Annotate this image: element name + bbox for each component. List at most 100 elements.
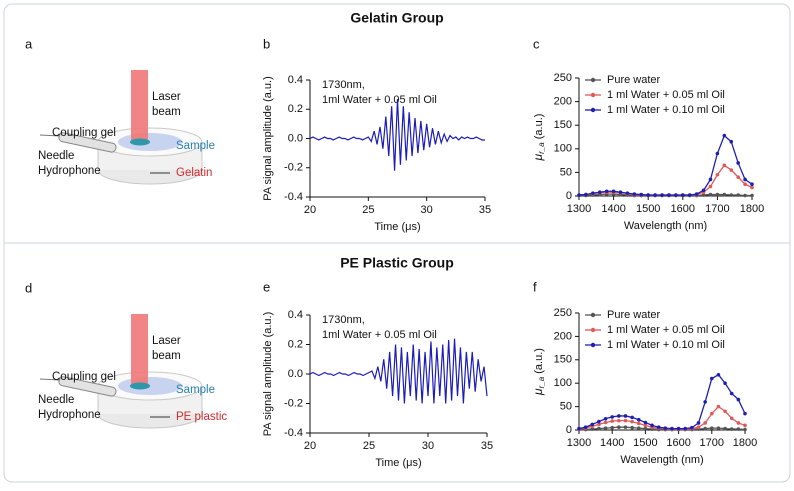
marker — [663, 426, 668, 430]
x-tick-label: 1500 — [636, 203, 660, 215]
x-axis-label: Wavelength (nm) — [620, 454, 703, 466]
diagram-label: Laser — [152, 91, 181, 103]
marker — [722, 192, 727, 197]
marker — [660, 193, 664, 197]
marker — [630, 415, 634, 420]
y-axis-label: μr_a (a.u.) — [531, 114, 546, 162]
marker — [729, 391, 734, 396]
x-tick-label: 20 — [304, 204, 316, 216]
y-tick-label: 250 — [554, 72, 572, 84]
marker — [636, 426, 641, 430]
marker — [656, 425, 661, 429]
marker — [703, 426, 707, 431]
marker — [750, 193, 754, 198]
legend-label: Pure water — [607, 74, 661, 86]
marker — [597, 426, 601, 431]
laser-beam — [131, 70, 148, 142]
x-tick-label: 1800 — [733, 437, 757, 449]
y-tick-label: 250 — [554, 307, 572, 319]
diagram-label: Hydrophone — [38, 409, 101, 421]
marker — [610, 415, 614, 419]
annotation: 1730nm, — [322, 79, 365, 91]
y-tick-label: 0.0 — [288, 132, 303, 144]
marker — [729, 193, 734, 197]
marker — [636, 417, 641, 422]
marker — [643, 420, 648, 425]
marker — [617, 418, 621, 423]
y-tick-label: 200 — [554, 96, 572, 108]
marker — [723, 426, 727, 431]
marker — [715, 192, 720, 197]
x-tick-label: 25 — [362, 204, 374, 216]
y-axis-label: PA signal amplitude (a.u.) — [262, 312, 274, 437]
marker — [750, 182, 754, 186]
marker — [736, 193, 740, 197]
panel-label: e — [263, 279, 270, 294]
diagram-label: Sample — [176, 140, 215, 152]
group-title: PE Plastic Group — [340, 255, 454, 271]
marker — [723, 381, 727, 386]
x-tick-label: 35 — [481, 440, 493, 452]
marker — [683, 426, 688, 431]
diagram-label: beam — [152, 106, 181, 118]
marker — [729, 427, 734, 431]
y-tick-label: 0.4 — [288, 74, 303, 86]
hydrophone-cable — [39, 378, 61, 381]
x-tick-label: 1400 — [601, 203, 625, 215]
marker — [667, 193, 671, 197]
marker — [610, 425, 614, 430]
sample — [130, 138, 150, 146]
diagram-label: Needle — [38, 394, 74, 406]
x-tick-label: 1700 — [700, 437, 724, 449]
y-tick-label: -0.4 — [284, 427, 303, 439]
marker — [736, 421, 741, 425]
marker — [743, 411, 747, 416]
y-tick-label: 150 — [554, 354, 572, 366]
marker — [708, 192, 713, 197]
x-tick-label: 25 — [363, 440, 375, 452]
panel-label: f — [533, 279, 537, 294]
hydrophone-cable — [39, 134, 61, 137]
marker — [743, 177, 747, 182]
marker — [723, 409, 727, 414]
marker — [715, 151, 720, 156]
marker — [743, 193, 747, 198]
marker — [591, 191, 595, 195]
y-tick-label: 50 — [560, 401, 572, 413]
y-tick-label: 0.2 — [288, 103, 303, 115]
diagram-label: Sample — [176, 384, 215, 396]
x-tick-label: 1300 — [567, 437, 591, 449]
marker — [603, 416, 608, 421]
diagram-label: Gelatin — [176, 167, 212, 179]
annotation: 1ml Water + 0.05 ml Oil — [322, 94, 437, 106]
marker — [701, 193, 706, 197]
marker — [696, 425, 701, 429]
x-tick-label: 30 — [421, 204, 433, 216]
x-tick-label: 1600 — [666, 437, 690, 449]
marker — [687, 193, 692, 197]
y-axis-symbol: μ — [531, 153, 545, 161]
marker — [623, 418, 628, 423]
laser-beam — [131, 314, 148, 386]
marker — [676, 426, 681, 431]
marker — [625, 191, 630, 195]
y-tick-label: 100 — [554, 377, 572, 389]
legend-label: 1 ml Water + 0.10 ml Oil — [607, 104, 725, 116]
panel-label: d — [25, 280, 32, 295]
x-tick-label: 35 — [479, 204, 491, 216]
y-tick-label: -0.4 — [284, 191, 303, 203]
marker — [653, 193, 657, 197]
y-tick-label: 150 — [554, 119, 572, 131]
marker — [743, 182, 747, 186]
legend-label: 1 ml Water + 0.05 ml Oil — [607, 89, 725, 101]
marker — [701, 188, 706, 193]
marker — [703, 400, 707, 404]
marker — [623, 425, 628, 429]
y-axis-symbol: μ — [531, 388, 545, 396]
x-tick-label: 1700 — [705, 203, 729, 215]
legend-marker — [590, 77, 596, 83]
marker — [639, 192, 644, 197]
marker — [590, 427, 595, 431]
marker — [632, 192, 637, 196]
marker — [650, 423, 654, 428]
